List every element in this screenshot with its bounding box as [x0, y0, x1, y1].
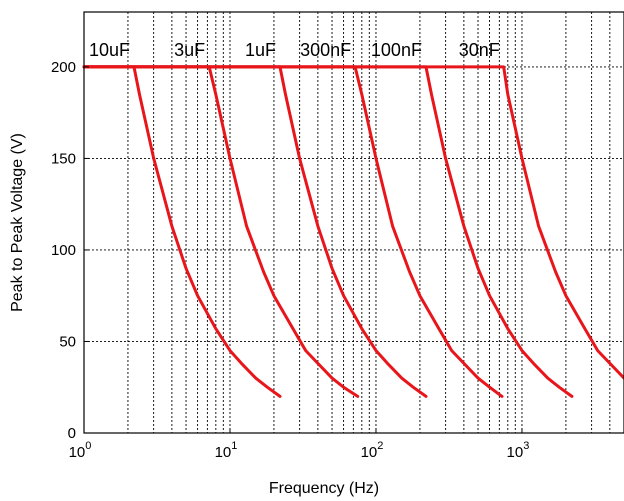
series-line-30nf: [82, 65, 624, 380]
y-tick-label: 100: [51, 242, 76, 259]
x-tick-label: 101: [215, 440, 238, 461]
y-tick-label: 50: [59, 333, 76, 350]
curve-label-100nf: 100nF: [371, 40, 422, 60]
y-tick-label: 200: [51, 59, 76, 76]
series-layer: [82, 65, 624, 398]
curve-label-10uf: 10uF: [89, 40, 130, 60]
y-axis-title: Peak to Peak Voltage (V): [9, 133, 26, 312]
series-line-100nf: [82, 65, 574, 398]
plot-frame: [83, 11, 624, 434]
series-line-300nf: [82, 65, 504, 398]
y-tick-label: 150: [51, 150, 76, 167]
curve-label-300nf: 300nF: [300, 40, 351, 60]
x-tick-label: 100: [69, 440, 92, 461]
curve-label-1uf: 1uF: [245, 40, 276, 60]
x-tick-label: 103: [507, 440, 530, 461]
curve-label-3uf: 3uF: [174, 40, 205, 60]
grid-layer: [84, 12, 624, 433]
series-line-3uf: [82, 65, 360, 398]
curve-label-30nf: 30nF: [459, 40, 500, 60]
curve-label-layer: 10uF 3uF 1uF 300nF 100nF 30nF: [89, 40, 500, 60]
y-tick-label: 0: [68, 425, 76, 442]
x-tick-label: 102: [361, 440, 384, 461]
series-line-1uf: [82, 65, 428, 398]
series-line-10uf: [82, 65, 282, 398]
tick-layer: 0 50 100 150 200 100 101 102 103: [51, 59, 529, 461]
x-axis-title: Frequency (Hz): [269, 480, 379, 497]
